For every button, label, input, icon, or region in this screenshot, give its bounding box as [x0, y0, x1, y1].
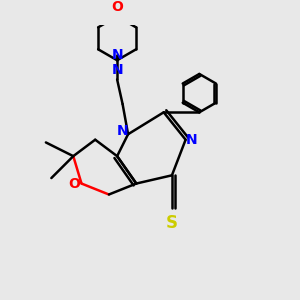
Text: N: N: [111, 48, 123, 62]
Text: N: N: [185, 133, 197, 147]
Text: N: N: [111, 63, 123, 77]
Text: O: O: [111, 0, 123, 14]
Text: N: N: [117, 124, 128, 139]
Text: S: S: [166, 214, 178, 232]
Text: O: O: [69, 176, 81, 190]
